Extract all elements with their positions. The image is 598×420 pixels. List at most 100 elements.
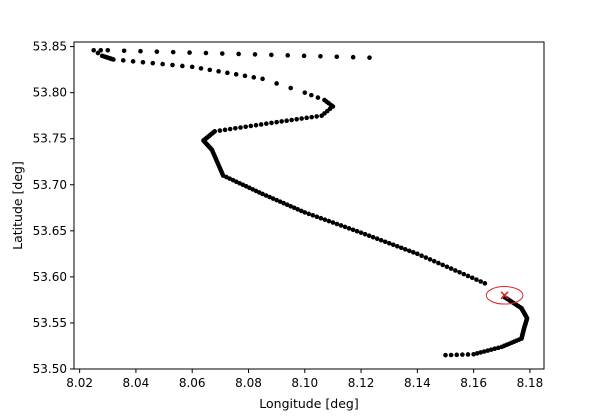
position-x-marker [500,291,509,300]
data-point [299,116,304,121]
x-axis-label: Longitude [deg] [259,396,358,411]
x-tick-label: 8.12 [348,376,375,390]
x-tick-label: 8.18 [517,376,544,390]
data-point [318,215,324,221]
data-point [362,231,368,237]
data-point [474,351,480,356]
data-point [330,220,336,225]
data-point [315,95,321,100]
data-point [121,48,127,54]
data-point [457,269,462,275]
data-point [301,53,307,59]
data-point [386,240,392,246]
y-tick-label: 53.65 [33,224,67,238]
data-point [314,214,320,220]
data-point [98,47,104,53]
data-point [382,239,388,245]
data-point [465,352,471,357]
data-point [358,230,364,235]
data-point [350,227,356,233]
data-point [252,52,258,57]
data-point [474,277,479,282]
data-point [350,54,356,60]
data-point [130,59,136,64]
data-point [465,273,471,279]
data-point [288,85,294,91]
data-point [260,191,265,197]
x-marker-stroke [500,291,509,300]
data-point [203,50,209,56]
data-point [448,352,454,358]
data-point [298,208,304,214]
data-point [370,234,376,240]
x-tick-label: 8.14 [404,376,431,390]
data-point [274,119,279,125]
data-point [289,117,294,123]
data-point [180,63,185,69]
data-point [288,203,294,209]
x-tick-label: 8.08 [235,376,262,390]
y-tick-label: 53.80 [33,86,67,100]
data-point [469,275,475,281]
data-point [478,350,483,355]
position-ellipse [485,286,524,305]
data-point [309,114,314,120]
data-point [499,344,505,350]
data-point [258,122,264,127]
data-point [367,55,372,60]
x-tick-label: 8.02 [66,376,93,390]
data-point [423,255,429,260]
data-point [318,53,323,59]
data-point [264,121,269,126]
x-tick-label: 8.10 [291,376,318,390]
data-point [448,266,454,271]
data-point [111,57,116,62]
data-point [444,264,450,270]
data-point [260,76,265,82]
y-tick-label: 53.75 [33,132,67,146]
data-point [338,223,344,228]
data-point [219,51,225,56]
data-point [270,196,276,201]
data-point [170,49,176,55]
y-tick-label: 53.70 [33,178,67,192]
data-point [120,58,126,63]
data-point [170,62,175,68]
data-point [319,113,324,118]
y-tick-label: 53.50 [33,362,67,376]
data-point [374,236,380,242]
data-point [284,202,290,208]
data-point [222,127,228,133]
data-point [269,120,274,126]
annotations [485,286,524,305]
data-point [267,194,272,200]
data-point [274,197,279,203]
data-point [277,199,283,204]
data-point [279,119,284,124]
data-points [91,47,530,358]
x-tick-label: 8.16 [460,376,487,390]
data-point [189,64,195,70]
data-point [419,253,424,259]
data-point [217,128,223,133]
data-point [390,242,396,248]
data-point [242,73,248,79]
data-point [322,217,328,222]
data-point [291,205,297,211]
data-point [310,213,316,218]
data-point [236,51,241,57]
data-point [198,66,204,71]
x-axis-ticks: 8.02 8.04 8.06 8.08 8.10 8.12 8.14 8.16 8.18 [66,369,543,390]
x-tick-label: 8.06 [179,376,206,390]
data-point [304,115,309,121]
data-point [402,247,408,252]
data-point [334,221,340,227]
data-point [216,69,221,74]
data-point [411,250,416,255]
data-point [431,258,437,264]
y-tick-label: 53.85 [33,40,67,54]
data-point [233,72,239,77]
data-point [154,49,160,54]
